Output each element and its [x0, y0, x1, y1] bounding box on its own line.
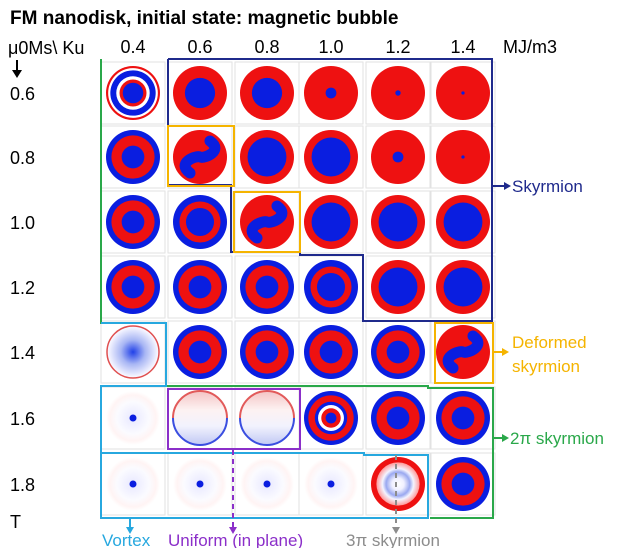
- state-cell-twopi: [234, 320, 300, 384]
- state-cell-twopi: [100, 190, 166, 254]
- state-cell-sky_m: [167, 61, 233, 125]
- state-cell-sky_l: [430, 255, 496, 319]
- row-unit-label: T: [10, 512, 21, 532]
- vortex-region-boundary: [100, 322, 429, 519]
- state-cell-sky_xxs: [430, 125, 496, 189]
- state-cell-twopi: [100, 255, 166, 319]
- state-cell-sky_l: [234, 125, 300, 189]
- deformed-annotation: Deformed skyrmion: [493, 333, 591, 376]
- down-arrow-icon: [12, 60, 22, 78]
- state-cell-sky_s: [298, 61, 364, 125]
- twopi-label: 2π skyrmion: [510, 429, 604, 448]
- row-label: 0.8: [10, 148, 35, 168]
- state-cell-vortex: [298, 452, 364, 516]
- state-cell-sky_l: [430, 190, 496, 254]
- column-label: 0.4: [120, 37, 145, 57]
- state-cell-twopi: [365, 386, 431, 450]
- state-cell-twopi: [167, 320, 233, 384]
- row-label: 0.6: [10, 84, 35, 104]
- state-cell-sky_xxs: [430, 61, 496, 125]
- twopi-annotation: 2π skyrmion: [493, 429, 604, 448]
- state-cell-sky_xs: [365, 61, 431, 125]
- state-cell-vortex: [234, 452, 300, 516]
- column-labels: 0.4 0.6 0.8 1.0 1.2 1.4: [120, 37, 475, 57]
- deformed-label: Deformed skyrmion: [512, 333, 591, 376]
- state-cell-sky_l: [365, 190, 431, 254]
- state-cell-twopi_b: [167, 190, 233, 254]
- state-cell-vortex: [100, 452, 166, 516]
- state-cell-sky_l: [298, 125, 364, 189]
- state-cell-sky_m: [234, 61, 300, 125]
- state-cell-ring_multi: [100, 61, 166, 125]
- row-label: 1.4: [10, 343, 35, 363]
- uniform-annotation: Uniform (in plane): [168, 450, 303, 548]
- vortex-annotation: Vortex: [102, 518, 151, 548]
- state-cell-twopi: [365, 320, 431, 384]
- column-label: 0.8: [254, 37, 279, 57]
- state-cell-twopi: [100, 125, 166, 189]
- skyrmion-label: Skyrmion: [512, 177, 583, 196]
- state-cell-sky_l: [298, 190, 364, 254]
- skyrmion-annotation: Skyrmion: [492, 177, 583, 196]
- row-labels: 0.6 0.8 1.0 1.2 1.4 1.6 1.8: [10, 84, 35, 495]
- uniform-region-box: [167, 388, 301, 450]
- state-cell-twopi: [430, 452, 496, 516]
- state-cell-uniform: [167, 386, 233, 450]
- cell-grid: [100, 61, 496, 516]
- state-cell-threepi: [298, 386, 364, 450]
- state-cell-deformed: [234, 190, 300, 254]
- state-cell-sky_s: [365, 125, 431, 189]
- row-label: 1.0: [10, 213, 35, 233]
- column-label: 1.2: [385, 37, 410, 57]
- figure-title: FM nanodisk, initial state: magnetic bub…: [10, 8, 399, 29]
- row-axis-label: μ0Ms\ Ku: [8, 38, 84, 58]
- deformed-box-1: [167, 125, 235, 187]
- state-cell-twopi: [430, 386, 496, 450]
- row-label: 1.2: [10, 278, 35, 298]
- state-cell-twopi: [167, 255, 233, 319]
- state-cell-deformed: [430, 320, 496, 384]
- column-label: 1.4: [450, 37, 475, 57]
- state-cell-vortex: [167, 452, 233, 516]
- state-cell-deformed: [167, 125, 233, 189]
- region-boundaries: [100, 58, 494, 519]
- state-cell-twopi_b: [298, 255, 364, 319]
- threepi-label: 3π skyrmion: [346, 531, 440, 548]
- state-cell-twopi: [298, 320, 364, 384]
- column-label: 0.6: [187, 37, 212, 57]
- threepi-annotation: 3π skyrmion: [346, 455, 440, 548]
- row-label: 1.8: [10, 475, 35, 495]
- column-unit-label: MJ/m3: [503, 37, 557, 57]
- state-cell-twopi: [234, 255, 300, 319]
- column-label: 1.0: [318, 37, 343, 57]
- state-cell-sky_l: [365, 255, 431, 319]
- state-cell-vortex_big: [100, 320, 166, 384]
- state-cell-threepi_w: [365, 452, 431, 516]
- state-cell-vortex: [100, 386, 166, 450]
- deformed-box-2: [233, 191, 301, 253]
- state-cell-uniform: [234, 386, 300, 450]
- vortex-label: Vortex: [102, 531, 151, 548]
- uniform-label: Uniform (in plane): [168, 531, 303, 548]
- row-label: 1.6: [10, 409, 35, 429]
